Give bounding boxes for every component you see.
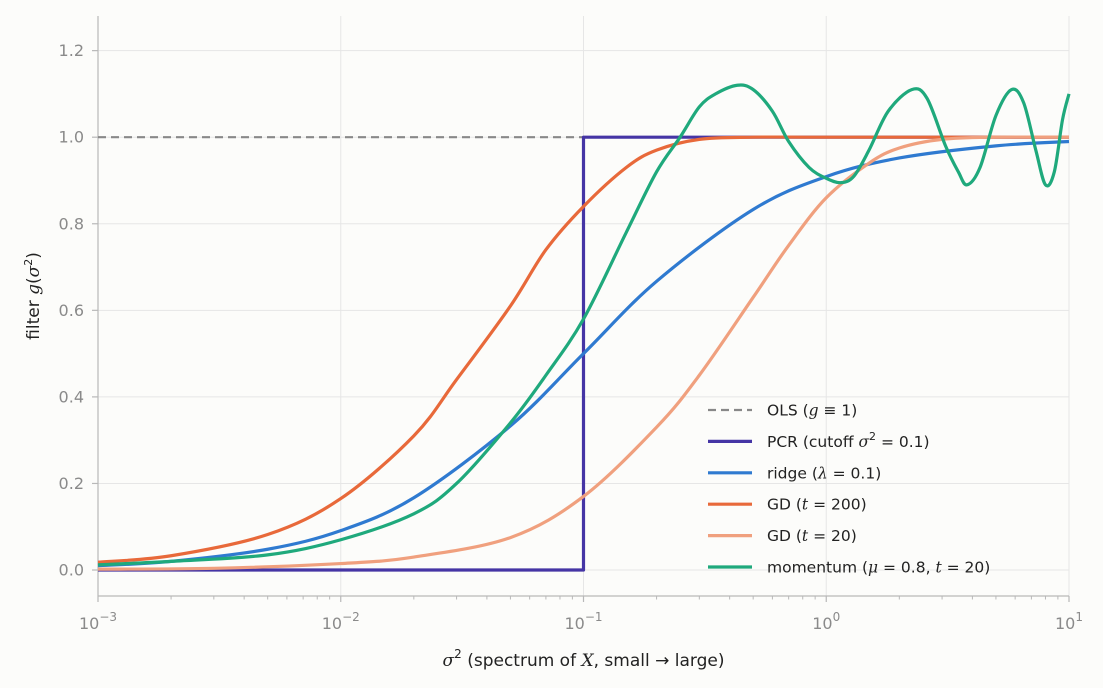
legend-label: PCR (cutoff σ2 = 0.1) xyxy=(767,430,930,451)
legend-label: GD (t = 20) xyxy=(767,527,857,545)
legend-item-pcr: PCR (cutoff σ2 = 0.1) xyxy=(708,430,930,451)
x-tick-label: 101 xyxy=(1055,610,1083,633)
tick-labels: 10−3 10−2 10−1 100 101 0.0 0.2 0.4 0.6 0.8 1.0 1.2 xyxy=(59,41,1083,633)
y-tick-label: 0.0 xyxy=(59,561,84,580)
legend-item-ridge: ridge (λ = 0.1) xyxy=(708,464,881,482)
y-tick-label: 0.6 xyxy=(59,301,84,320)
x-axis-label: σ2 (spectrum of X, small → large) xyxy=(443,647,725,671)
series-momentum xyxy=(97,83,1071,567)
x-tick-label: 10−1 xyxy=(564,610,602,633)
series-group xyxy=(97,83,1071,572)
x-tick-label: 10−2 xyxy=(322,610,360,633)
legend-label: momentum (μ = 0.8, t = 20) xyxy=(767,559,990,577)
legend-label: OLS (g ≡ 1) xyxy=(767,402,857,420)
y-tick-label: 0.4 xyxy=(59,387,84,406)
y-tick-label: 0.2 xyxy=(59,474,84,493)
y-tick-label: 1.0 xyxy=(59,128,84,147)
legend-item-ols: OLS (g ≡ 1) xyxy=(708,402,857,420)
legend-item-momentum: momentum (μ = 0.8, t = 20) xyxy=(708,559,990,577)
legend-item-gd20: GD (t = 20) xyxy=(708,527,857,545)
x-tick-label: 10−3 xyxy=(79,610,117,633)
legend: OLS (g ≡ 1) PCR (cutoff σ2 = 0.1) ridge (λ… xyxy=(708,402,990,577)
axes xyxy=(92,16,1070,602)
legend-label: GD (t = 200) xyxy=(767,496,867,514)
y-tick-label: 0.8 xyxy=(59,214,84,233)
y-axis-label: filter g(σ2) xyxy=(22,252,44,340)
x-tick-label: 100 xyxy=(812,610,840,633)
legend-item-gd200: GD (t = 200) xyxy=(708,496,867,514)
legend-label: ridge (λ = 0.1) xyxy=(767,464,881,482)
series-gd-t20 xyxy=(97,135,1070,571)
axis-labels: σ2 (spectrum of X, small → large) filter … xyxy=(22,252,724,671)
y-tick-label: 1.2 xyxy=(59,41,84,60)
series-gd-t200 xyxy=(97,135,1069,564)
series-ridge xyxy=(97,139,1070,568)
